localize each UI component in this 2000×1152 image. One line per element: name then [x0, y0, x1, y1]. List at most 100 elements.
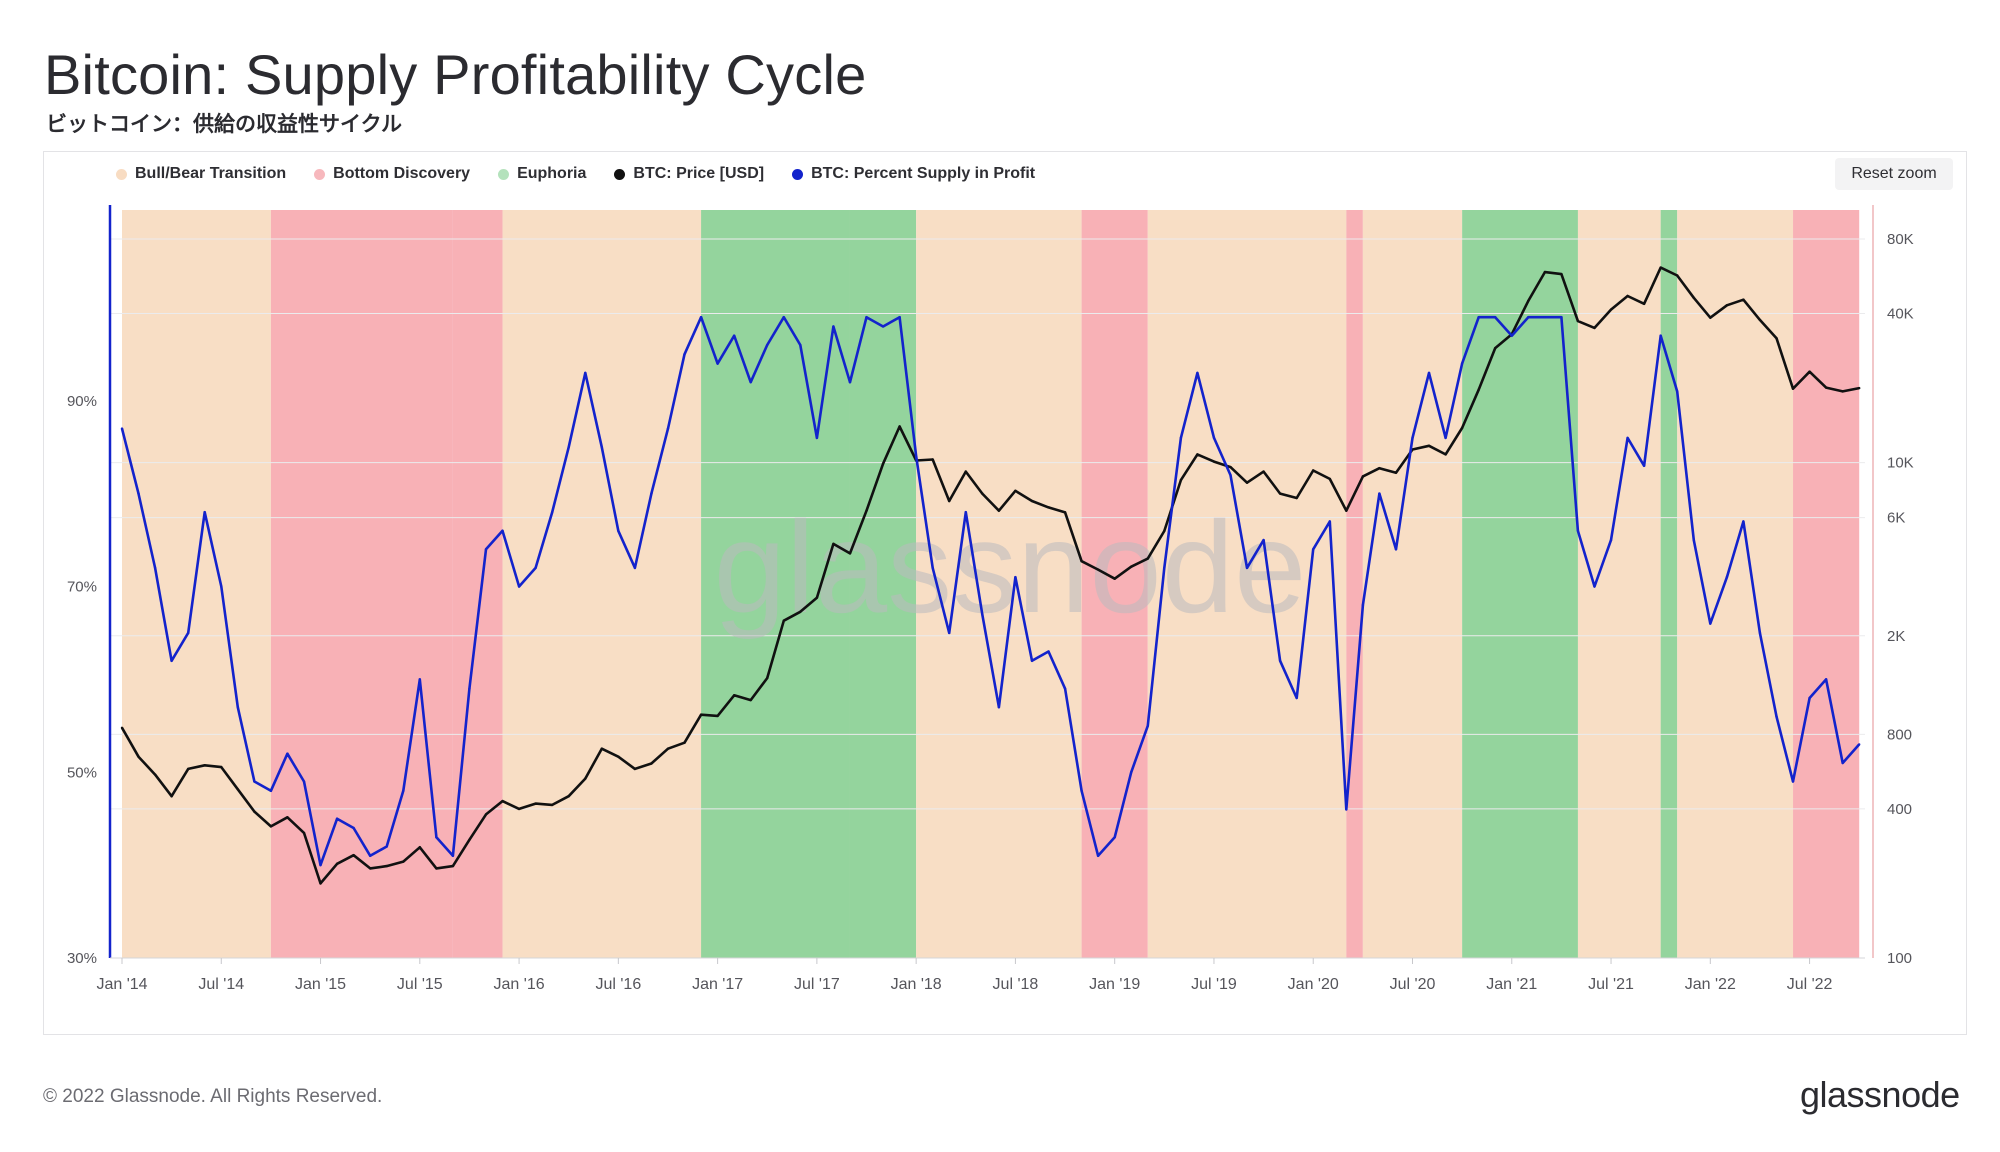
x-tick-label: Jul '15 — [397, 976, 443, 993]
data-point-supply-in-profit — [1460, 362, 1464, 365]
y-left-tick-label: 50% — [67, 764, 97, 781]
data-point-supply-in-profit — [1560, 315, 1563, 319]
data-point-price — [1775, 337, 1778, 340]
regime-band-euphoria — [701, 210, 850, 958]
legend-item-bottom-discovery[interactable]: Bottom Discovery — [314, 165, 470, 183]
data-point-supply-in-profit — [898, 315, 901, 319]
data-point-supply-in-profit — [1047, 650, 1050, 653]
data-point-price — [1047, 506, 1050, 509]
data-point-supply-in-profit — [1312, 548, 1315, 551]
x-tick-label: Jan '15 — [295, 976, 346, 993]
data-point-supply-in-profit — [1196, 371, 1199, 375]
data-point-price — [617, 755, 620, 758]
data-point-supply-in-profit — [203, 511, 206, 514]
data-point-price — [186, 767, 190, 771]
data-point-supply-in-profit — [236, 706, 240, 709]
data-point-supply-in-profit — [1411, 436, 1414, 440]
reset-zoom-button[interactable]: Reset zoom — [1835, 158, 1953, 190]
data-point-supply-in-profit — [1593, 585, 1596, 588]
data-point-supply-in-profit — [1345, 808, 1348, 811]
x-tick-label: Jan '20 — [1288, 976, 1339, 993]
y-left-tick-label: 30% — [67, 950, 97, 967]
data-point-supply-in-profit — [1626, 436, 1629, 440]
legend-item-price[interactable]: BTC: Price [USD] — [614, 165, 764, 183]
data-point-supply-in-profit — [352, 826, 355, 830]
y-right-tick-label: 2K — [1887, 628, 1905, 645]
data-point-supply-in-profit — [881, 325, 885, 328]
chart-title: Bitcoin: Supply Profitability Cycle — [44, 43, 867, 106]
data-point-supply-in-profit — [600, 445, 604, 449]
data-point-supply-in-profit — [1692, 538, 1695, 542]
data-point-supply-in-profit — [1014, 576, 1017, 579]
x-tick-label: Jul '22 — [1787, 976, 1833, 993]
data-point-supply-in-profit — [832, 325, 835, 328]
x-tick-label: Jul '16 — [595, 976, 641, 993]
data-point-price — [1212, 460, 1216, 463]
data-point-price — [881, 462, 885, 465]
data-point-supply-in-profit — [1659, 334, 1662, 337]
data-point-price — [633, 767, 637, 771]
data-point-supply-in-profit — [1477, 315, 1480, 319]
data-point-supply-in-profit — [186, 631, 190, 635]
data-point-price — [832, 542, 835, 546]
regime-bands — [122, 210, 1860, 958]
data-point-supply-in-profit — [650, 492, 653, 495]
data-point-supply-in-profit — [1609, 538, 1613, 542]
data-point-supply-in-profit — [137, 492, 140, 495]
data-point-price — [1345, 509, 1348, 512]
data-point-supply-in-profit — [1758, 631, 1762, 635]
regime-band-euphoria — [1462, 210, 1578, 958]
legend-item-euphoria[interactable]: Euphoria — [498, 165, 586, 183]
legend-dot-bottom-discovery — [314, 168, 326, 180]
data-point-price — [1130, 565, 1133, 568]
y-right-tick-label: 400 — [1887, 801, 1912, 818]
data-point-supply-in-profit — [1378, 492, 1381, 495]
data-point-price — [534, 802, 537, 805]
data-point-price — [253, 810, 256, 813]
data-point-price — [815, 596, 819, 599]
data-point-price — [1113, 577, 1116, 580]
data-point-price — [335, 862, 339, 866]
data-point-price — [1527, 299, 1530, 303]
regime-band-euphoria — [1660, 210, 1678, 958]
data-point-price — [451, 864, 455, 868]
data-point-price — [1758, 318, 1762, 322]
data-point-price — [1543, 270, 1547, 274]
data-point-price — [435, 867, 438, 870]
data-point-price — [1477, 388, 1480, 391]
data-point-price — [1295, 496, 1298, 500]
data-point-price — [699, 713, 703, 716]
data-point-supply-in-profit — [815, 436, 819, 440]
data-point-supply-in-profit — [1725, 576, 1729, 579]
data-point-supply-in-profit — [732, 334, 736, 337]
data-point-price — [1841, 390, 1844, 393]
data-point-supply-in-profit — [1444, 436, 1447, 440]
data-point-price — [584, 777, 587, 780]
data-point-price — [1361, 475, 1365, 478]
legend-item-supply-in-profit[interactable]: BTC: Percent Supply in Profit — [792, 165, 1035, 183]
data-point-price — [1709, 316, 1712, 319]
data-point-supply-in-profit — [683, 353, 686, 356]
data-point-price — [865, 509, 868, 512]
data-point-supply-in-profit — [1030, 659, 1034, 662]
data-point-supply-in-profit — [1808, 696, 1811, 700]
data-point-price — [1593, 326, 1596, 330]
data-point-price — [1278, 492, 1282, 495]
legend-item-transition[interactable]: Bull/Bear Transition — [116, 165, 286, 183]
legend-label-price: BTC: Price [USD] — [633, 165, 765, 182]
data-point-price — [1791, 387, 1795, 390]
data-point-price — [203, 764, 206, 767]
y-right-tick-label: 6K — [1887, 510, 1905, 527]
data-point-price — [716, 714, 719, 718]
data-point-price — [749, 698, 752, 702]
data-point-supply-in-profit — [1262, 538, 1265, 542]
data-point-price — [1328, 477, 1331, 481]
data-point-supply-in-profit — [534, 566, 537, 570]
x-tick-label: Jan '16 — [494, 976, 545, 993]
data-point-supply-in-profit — [699, 315, 703, 319]
data-point-price — [501, 799, 504, 803]
data-point-price — [1030, 499, 1034, 503]
regime-band-transition — [1577, 210, 1661, 958]
data-point-price — [385, 864, 388, 868]
data-point-price — [1014, 489, 1017, 492]
